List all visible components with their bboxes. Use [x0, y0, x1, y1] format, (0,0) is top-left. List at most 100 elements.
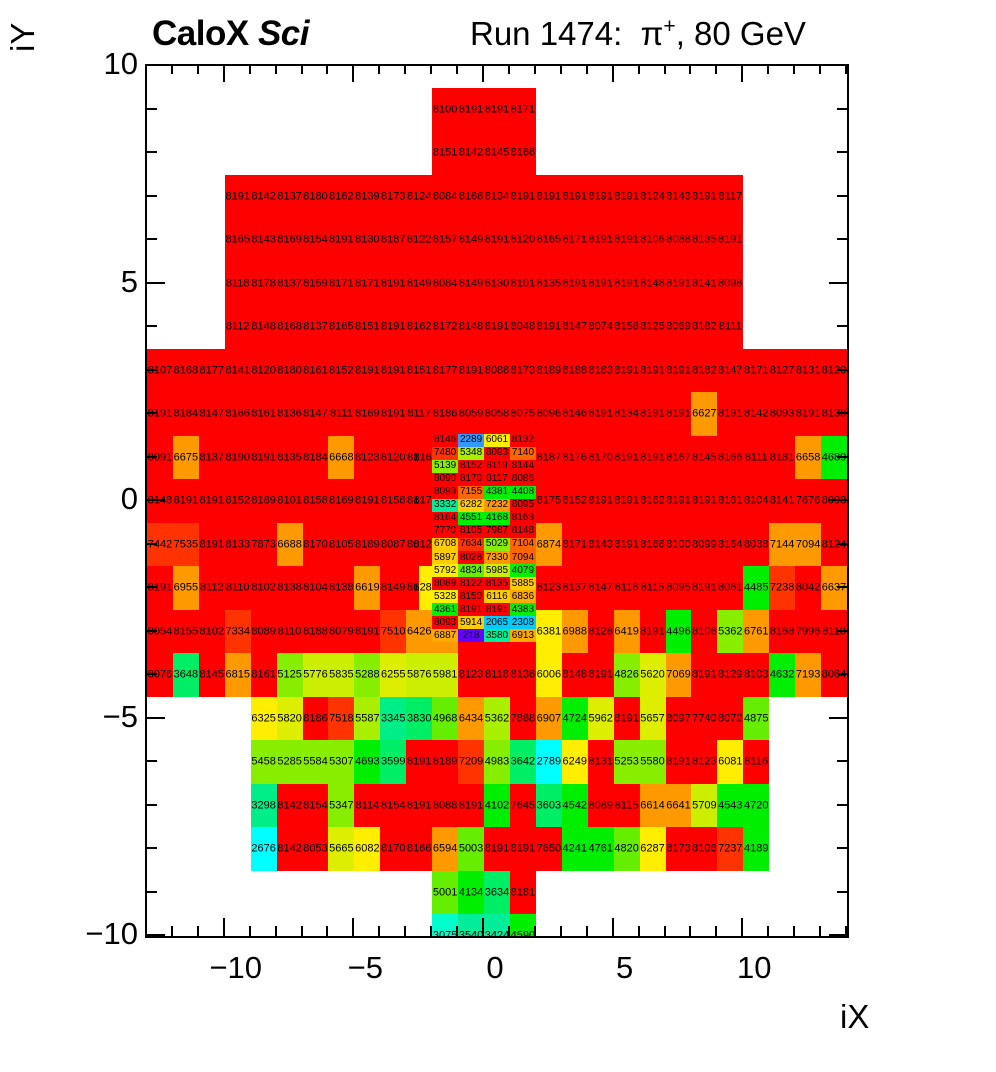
cell-value: 5253	[614, 755, 639, 768]
heatmap-cell: 8100	[432, 87, 459, 132]
cell-value: 6081	[718, 755, 743, 768]
cell-value: 8118	[225, 277, 250, 289]
cell-value: 8191	[199, 494, 225, 507]
heatmap-cell: 7535	[172, 522, 199, 567]
heatmap-cell: 8122	[406, 218, 433, 262]
heatmap-cell-fine: 8191	[484, 603, 510, 617]
cell-value: 8054	[147, 625, 173, 637]
heatmap-cell-fine: 8093	[484, 446, 510, 460]
heatmap-cell-fine: 8028	[458, 551, 485, 565]
cell-value: 8061	[718, 581, 743, 594]
heatmap-cell: 8162	[406, 305, 433, 349]
beam-energy: , 80 GeV	[675, 15, 806, 52]
cell-value: 8191	[614, 712, 639, 724]
cell-value: 2065	[485, 616, 509, 628]
cell-value: 4241	[562, 842, 588, 855]
cell-value: 4543	[718, 799, 743, 811]
y-tick-label: −10	[85, 916, 138, 951]
cell-value: 8111	[330, 407, 353, 420]
heatmap-cell-fine: 6836	[509, 590, 536, 604]
cell-value: 8101	[510, 277, 536, 289]
cell-value: 8143	[666, 190, 691, 202]
heatmap-cell: 8149	[406, 261, 433, 306]
cell-value: 6434	[458, 712, 484, 724]
cell-value: 8093	[434, 486, 457, 498]
heatmap-cell: 6594	[432, 827, 459, 871]
x-tick-top	[352, 64, 355, 82]
cell-value: 6061	[485, 434, 509, 446]
heatmap-cell: 7518	[328, 696, 355, 741]
heatmap-cell: 8147	[561, 305, 588, 349]
cell-value: 8191	[666, 277, 691, 289]
cell-value: 8130	[484, 277, 510, 289]
cell-value: 8191	[381, 364, 406, 376]
cell-value: 8142	[458, 146, 484, 159]
cell-value: 6627	[692, 407, 717, 420]
heatmap-cell: 8191	[147, 566, 173, 610]
cell-value: 7155	[459, 486, 483, 498]
heatmap-cell: 6675	[172, 435, 199, 480]
heatmap-cell: 8141	[691, 261, 718, 306]
cell-value: 3642	[510, 755, 536, 768]
cell-value: 8158	[303, 494, 328, 507]
heatmap-cell: 8111	[743, 435, 770, 480]
heatmap-cell: 8096	[535, 392, 562, 436]
x-tick-top	[559, 64, 562, 74]
cell-value: 4168	[485, 512, 509, 524]
heatmap-cell: 5458	[250, 740, 277, 784]
heatmap-cell: 8123	[691, 740, 718, 784]
heatmap-cell: 8147	[302, 392, 329, 436]
heatmap-cell: 8171	[328, 261, 355, 306]
cell-value: 8154	[303, 799, 328, 811]
heatmap-cell: 8148	[561, 653, 588, 697]
heatmap-cell: 8158	[302, 479, 329, 523]
cell-value: 8119	[486, 460, 508, 472]
heatmap-cell: 8069	[665, 305, 692, 349]
cell-value: 8191	[510, 190, 536, 202]
cell-value: 8170	[303, 538, 328, 550]
x-tick-minor	[585, 926, 588, 936]
heatmap-cell: 7442	[147, 522, 173, 567]
cell-value: 8170	[381, 842, 406, 855]
heatmap-cell: 6255	[380, 653, 407, 697]
heatmap-cell: 8129	[717, 653, 744, 697]
heatmap-cell-fine: 2289	[458, 433, 485, 447]
y-tick-right	[837, 455, 847, 458]
cell-value: 8145	[484, 146, 510, 159]
heatmap-cell: 8105	[328, 522, 355, 567]
heatmap-cell: 5835	[328, 653, 355, 697]
x-tick-top	[793, 64, 796, 74]
heatmap-cell: 6282	[413, 566, 438, 610]
cell-value: 7094	[795, 538, 821, 550]
cell-value: 8162	[413, 451, 438, 463]
cell-value: 8146	[562, 407, 588, 420]
cell-value: 7232	[485, 499, 509, 511]
cell-value: 8038	[743, 538, 769, 550]
heatmap-cell: 3424	[484, 914, 510, 936]
heatmap-cell-fine: 5348	[458, 446, 485, 460]
heatmap-cell-fine: 7232	[484, 498, 510, 512]
heatmap-cell: 8093	[769, 392, 796, 436]
heatmap-cell: 6006	[535, 653, 562, 697]
cell-value: 7873	[251, 538, 276, 550]
heatmap-cell: 4134	[458, 870, 485, 915]
x-tick-top	[637, 64, 640, 74]
heatmap-cell: 8148	[250, 305, 277, 349]
heatmap-cell: 8191	[198, 479, 225, 523]
cell-value: 8157	[432, 233, 458, 246]
cell-value: 6619	[355, 581, 380, 594]
heatmap-cell: 8101	[276, 479, 303, 523]
cell-value: 7330	[485, 551, 509, 563]
heatmap-cell: 8114	[354, 783, 381, 828]
heatmap-cell-fine: 4383	[509, 603, 536, 617]
heatmap-cell: 8128	[413, 522, 438, 567]
cell-value: 218	[462, 629, 480, 641]
cell-value: 5580	[640, 755, 665, 768]
heatmap-cell: 8137	[276, 261, 303, 306]
heatmap-cell: 5001	[432, 870, 459, 915]
cell-value: 8187	[381, 233, 406, 246]
heatmap-cell: 8149	[380, 566, 407, 610]
cell-value: 8166	[406, 842, 432, 855]
cell-value: 5914	[459, 616, 483, 628]
cell-value: 6282	[459, 499, 483, 511]
